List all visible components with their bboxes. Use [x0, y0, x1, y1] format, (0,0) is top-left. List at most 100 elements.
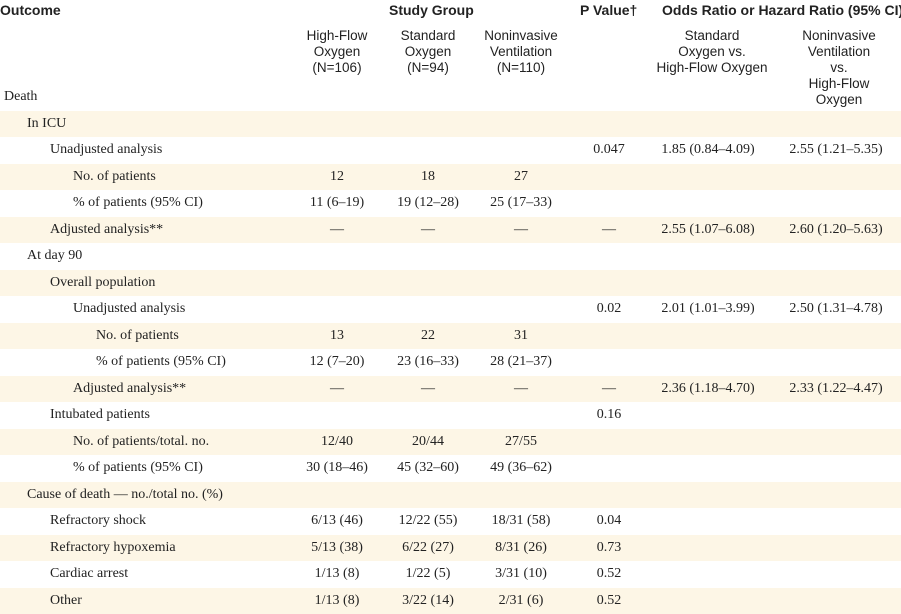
row-label: Refractory hypoxemia — [50, 539, 176, 555]
row-label: % of patients (95% CI) — [73, 195, 203, 210]
niv-vs-hf-cell: 2.33 (1.22–4.47) — [789, 380, 883, 396]
standard-cell: 45 (32–60) — [397, 460, 459, 475]
noninvasive-cell: 28 (21–37) — [490, 354, 552, 369]
row-label: At day 90 — [27, 248, 83, 263]
table-row: % of patients (95% CI) 30 (18–46) 45 (32–6… — [0, 455, 901, 481]
niv-vs-hf-cell: 2.55 (1.21–5.35) — [789, 142, 883, 157]
high-flow-cell: 13 — [330, 327, 344, 343]
table-row: Cardiac arrest 1/13 (8) 1/22 (5) 3/31 (10) 0… — [0, 561, 901, 587]
table-row: Adjusted analysis** — — — — 2.36 (1.18–4.70) 2… — [0, 375, 901, 402]
high-flow-cell: 30 (18–46) — [306, 460, 368, 475]
row-label: Unadjusted analysis — [50, 142, 163, 157]
row-label: Other — [50, 592, 82, 608]
row-label: Cause of death — no./total no. (%) — [27, 486, 223, 502]
row-label: Cardiac arrest — [50, 566, 129, 581]
table-row: Refractory shock 6/13 (46) 12/22 (55) 18/31… — [0, 508, 901, 534]
table-row: No. of patients 12 18 27 — [0, 163, 901, 190]
p-value-cell: 0.04 — [596, 513, 622, 528]
table-row: % of patients (95% CI) 11 (6–19) 19 (12–28… — [0, 190, 901, 216]
standard-cell: 23 (16–33) — [397, 354, 459, 369]
noninvasive-cell: 18/31 (58) — [491, 513, 551, 528]
high-flow-cell: 12 (7–20) — [309, 354, 365, 369]
standard-cell: 3/22 (14) — [402, 592, 454, 608]
standard-column-header: Standard Oxygen (N=94) — [400, 28, 456, 75]
high-flow-cell: 11 (6–19) — [309, 195, 365, 210]
row-label: Adjusted analysis** — [50, 221, 164, 237]
high-flow-cell: 1/13 (8) — [314, 592, 360, 608]
std-vs-hf-column-header: Standard Oxygen vs. High-Flow Oxygen — [656, 28, 768, 75]
standard-cell: 12/22 (55) — [398, 513, 458, 528]
std-vs-hf-cell: 1.85 (0.84–4.09) — [661, 142, 755, 157]
std-vs-hf-cell: 2.36 (1.18–4.70) — [661, 380, 755, 396]
row-label: Unadjusted analysis — [73, 301, 186, 316]
standard-cell: 19 (12–28) — [397, 195, 459, 210]
high-flow-cell: 5/13 (38) — [311, 539, 363, 555]
table-row: Unadjusted analysis 0.02 2.01 (1.01–3.99) 2… — [0, 296, 901, 322]
p-value-header: P Value† — [580, 2, 638, 18]
high-flow-cell: — — [330, 380, 344, 396]
p-value-cell: 0.16 — [596, 407, 622, 422]
std-vs-hf-cell: 2.01 (1.01–3.99) — [661, 301, 755, 316]
study-group-header: Study Group — [389, 2, 474, 18]
high-flow-column-header: High-Flow Oxygen (N=106) — [306, 28, 368, 75]
niv-vs-hf-column-header: Noninvasive Ventilation vs. High-Flow Ox… — [802, 28, 876, 107]
standard-cell: — — [421, 221, 435, 237]
p-value-cell: 0.02 — [596, 301, 622, 316]
row-label: Refractory shock — [50, 513, 147, 528]
standard-cell: 20/44 — [412, 433, 444, 449]
table-row: % of patients (95% CI) 12 (7–20) 23 (16–33… — [0, 349, 901, 375]
noninvasive-cell: — — [514, 380, 528, 396]
high-flow-cell: 12/40 — [321, 433, 353, 449]
niv-vs-hf-cell: 2.60 (1.20–5.63) — [789, 221, 883, 237]
row-label: No. of patients — [96, 327, 179, 343]
noninvasive-cell: 27 — [514, 168, 528, 184]
high-flow-cell: 1/13 (8) — [314, 566, 360, 581]
standard-cell: 22 — [421, 327, 435, 343]
p-value-cell: — — [602, 221, 616, 237]
row-label: No. of patients — [73, 168, 156, 184]
p-value-cell: 0.52 — [596, 592, 622, 608]
table-row: No. of patients 13 22 31 — [0, 322, 901, 349]
row-label: Intubated patients — [50, 407, 150, 422]
p-value-cell: 0.73 — [596, 539, 622, 555]
p-value-cell: — — [602, 380, 616, 396]
standard-cell: 6/22 (27) — [402, 539, 454, 555]
table-row: Refractory hypoxemia 5/13 (38) 6/22 (27) 8/… — [0, 534, 901, 561]
table-row: Overall population — [0, 269, 901, 296]
row-label: No. of patients/total. no. — [73, 433, 210, 449]
noninvasive-cell: 8/31 (26) — [495, 539, 547, 555]
row-label: In ICU — [27, 115, 67, 131]
row-label: % of patients (95% CI) — [96, 354, 226, 369]
noninvasive-cell: 3/31 (10) — [495, 566, 547, 581]
standard-cell: 1/22 (5) — [405, 566, 451, 581]
table-row: Unadjusted analysis 0.047 1.85 (0.84–4.09)… — [0, 137, 901, 163]
noninvasive-cell: — — [514, 221, 528, 237]
noninvasive-cell: 27/55 — [505, 433, 537, 449]
row-label: Death — [4, 89, 38, 104]
row-label: Overall population — [50, 274, 156, 290]
high-flow-cell: 12 — [330, 168, 344, 184]
table-row: In ICU — [0, 110, 901, 137]
table-row: At day 90 — [0, 243, 901, 269]
table-row: No. of patients/total. no. 12/40 20/44 27/5… — [0, 428, 901, 455]
row-label: Adjusted analysis** — [73, 380, 187, 396]
p-value-cell: 0.047 — [593, 142, 625, 157]
noninvasive-column-header: Noninvasive Ventilation (N=110) — [484, 28, 558, 75]
niv-vs-hf-cell: 2.50 (1.31–4.78) — [789, 301, 883, 316]
standard-cell: — — [421, 380, 435, 396]
noninvasive-cell: 2/31 (6) — [498, 592, 544, 608]
noninvasive-cell: 49 (36–62) — [490, 460, 552, 475]
odds-ratio-header: Odds Ratio or Hazard Ratio (95% CI) — [662, 2, 901, 18]
standard-cell: 18 — [421, 168, 435, 184]
high-flow-cell: 6/13 (46) — [311, 513, 363, 528]
noninvasive-cell: 31 — [514, 327, 528, 343]
row-label: % of patients (95% CI) — [73, 460, 203, 475]
table-row: Cause of death — no./total no. (%) — [0, 481, 901, 508]
table-row: Intubated patients 0.16 — [0, 402, 901, 428]
std-vs-hf-cell: 2.55 (1.07–6.08) — [661, 221, 755, 237]
table-row: Adjusted analysis** — — — — 2.55 (1.07–6.08) 2… — [0, 216, 901, 243]
table-header: Outcome Study Group P Value† Odds Ratio … — [0, 0, 901, 22]
outcome-header: Outcome — [0, 2, 61, 18]
p-value-cell: 0.52 — [596, 566, 622, 581]
table-row: Other 1/13 (8) 3/22 (14) 2/31 (6) 0.52 — [0, 587, 901, 614]
